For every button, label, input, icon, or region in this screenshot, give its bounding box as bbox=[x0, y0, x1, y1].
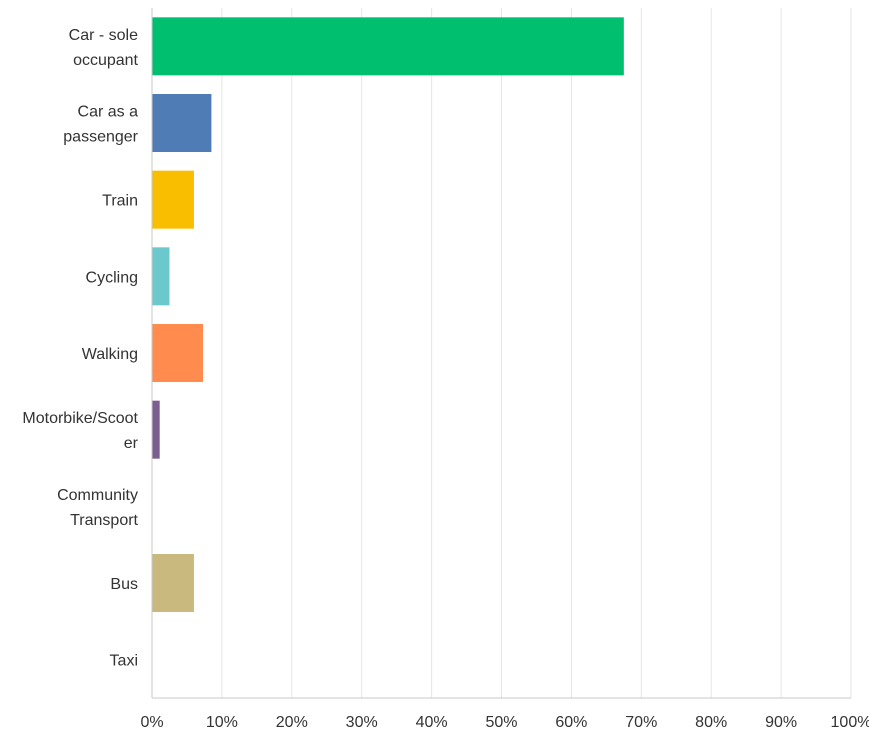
bar-2 bbox=[152, 170, 194, 229]
category-label-line: occupant bbox=[73, 52, 138, 69]
category-labels: Car - sole occupant Car as a passenger Train… bbox=[22, 27, 138, 670]
category-label-6: Community Transport bbox=[57, 487, 138, 529]
category-label-line: Car as a bbox=[78, 104, 139, 121]
category-label-1: Car as a passenger bbox=[63, 104, 138, 146]
x-tick-label-5: 50% bbox=[485, 714, 517, 731]
category-label-line: Motorbike/Scoot bbox=[22, 410, 138, 427]
category-label-8: Taxi bbox=[110, 653, 138, 670]
category-label-0: Car - sole occupant bbox=[69, 27, 139, 69]
x-tick-label-3: 30% bbox=[346, 714, 378, 731]
category-label-line: Community bbox=[57, 487, 138, 504]
x-tick-labels: 0% 10% 20% 30% 40% 50% 60% 70% 80% 90% 100% bbox=[140, 714, 869, 731]
category-label-line: Walking bbox=[82, 346, 138, 363]
bar-1 bbox=[152, 94, 212, 152]
category-label-5: Motorbike/Scoot er bbox=[22, 410, 138, 452]
category-label-line: Bus bbox=[110, 576, 138, 593]
bar-7 bbox=[152, 554, 194, 612]
x-tick-label-9: 90% bbox=[765, 714, 797, 731]
bar-5 bbox=[152, 400, 160, 459]
bar-3 bbox=[152, 247, 170, 306]
x-tick-label-8: 80% bbox=[695, 714, 727, 731]
category-label-2: Train bbox=[102, 193, 138, 210]
x-tick-label-7: 70% bbox=[625, 714, 657, 731]
category-label-line: Train bbox=[102, 193, 138, 210]
category-label-line: Transport bbox=[70, 512, 138, 529]
x-tick-label-4: 40% bbox=[416, 714, 448, 731]
bars bbox=[152, 17, 624, 612]
category-label-line: Taxi bbox=[110, 653, 138, 670]
category-label-line: Cycling bbox=[86, 269, 138, 286]
bar-4 bbox=[152, 324, 204, 382]
category-label-4: Walking bbox=[82, 346, 138, 363]
category-label-7: Bus bbox=[110, 576, 138, 593]
x-tick-label-1: 10% bbox=[206, 714, 238, 731]
bar-0 bbox=[152, 17, 624, 76]
axes bbox=[151, 8, 851, 699]
gridlines bbox=[221, 8, 852, 698]
x-tick-label-0: 0% bbox=[140, 714, 163, 731]
category-label-line: er bbox=[124, 435, 139, 452]
category-label-line: passenger bbox=[63, 129, 138, 146]
category-label-3: Cycling bbox=[86, 269, 138, 286]
x-tick-label-6: 60% bbox=[555, 714, 587, 731]
category-label-line: Car - sole bbox=[69, 27, 138, 44]
x-tick-label-2: 20% bbox=[276, 714, 308, 731]
x-tick-label-10: 100% bbox=[831, 714, 869, 731]
